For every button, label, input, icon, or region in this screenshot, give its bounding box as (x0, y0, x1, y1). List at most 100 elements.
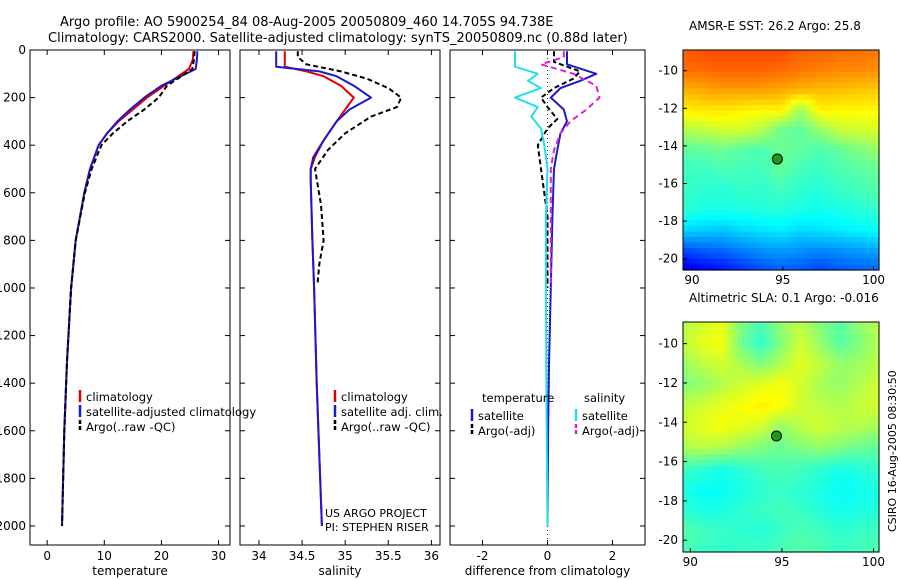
heatmap-cell (834, 385, 841, 392)
heatmap-cell (844, 385, 851, 392)
heatmap-cell (712, 327, 718, 335)
heatmap-cell (761, 523, 767, 530)
heatmap-cell (746, 488, 753, 496)
heatmap-cell (756, 88, 762, 95)
heatmap-cell (834, 77, 841, 84)
heatmap-cell (727, 171, 733, 178)
heatmap-cell (800, 99, 807, 106)
heatmap-cell (800, 350, 807, 358)
heatmap-cell (834, 88, 841, 95)
heatmap-cell (874, 231, 880, 238)
heatmap-cell (751, 350, 758, 358)
legend-title-temperature: temperature (482, 391, 554, 405)
heatmap-cell (844, 154, 851, 161)
heatmap-cell (712, 465, 718, 473)
heatmap-cell (820, 209, 826, 216)
heatmap-cell (820, 237, 826, 244)
heatmap-cell (692, 61, 699, 68)
heatmap-cell (874, 121, 880, 128)
heatmap-cell (854, 327, 860, 335)
heatmap-cell (766, 259, 772, 266)
heatmap-cell (683, 88, 689, 95)
heatmap-cell (756, 209, 762, 216)
heatmap-cell (692, 226, 699, 233)
heatmap-cell (844, 391, 851, 398)
heatmap-cell (702, 322, 709, 329)
heatmap-cell (800, 55, 807, 62)
heatmap-cell (785, 171, 792, 178)
heatmap-cell (785, 529, 792, 536)
heatmap-cell (722, 362, 728, 369)
heatmap-cell (859, 121, 865, 128)
heatmap-cell (702, 437, 709, 444)
heatmap-cell (864, 350, 870, 358)
heatmap-cell (805, 396, 811, 404)
heatmap-cell (722, 425, 728, 432)
heatmap-cell (741, 209, 748, 216)
heatmap-cell (736, 171, 743, 178)
heatmap-cell (810, 72, 816, 79)
heatmap-cell (756, 132, 762, 139)
heatmap-cell (746, 362, 753, 369)
heatmap-cell (746, 471, 753, 478)
heatmap-cell (834, 160, 841, 167)
heatmap-cell (839, 333, 846, 340)
heatmap-cell (785, 345, 792, 352)
heatmap-cell (864, 143, 870, 150)
heatmap-cell (790, 248, 797, 255)
heatmap-cell (717, 220, 723, 227)
heatmap-cell (717, 529, 723, 536)
heatmap-cell (825, 454, 831, 461)
heatmap-cell (761, 333, 767, 340)
heatmap-cell (869, 454, 875, 461)
heatmap-cell (776, 94, 782, 101)
heatmap-cell (834, 546, 841, 553)
heatmap-cell (834, 61, 841, 68)
heatmap-cell (727, 94, 733, 101)
heatmap-cell (751, 454, 758, 461)
heatmap-cell (790, 373, 797, 381)
heatmap-cell (810, 506, 816, 513)
heatmap-cell (800, 460, 807, 467)
heatmap-cell (849, 350, 856, 358)
heatmap-cell (776, 408, 782, 415)
heatmap-cell (805, 77, 811, 84)
heatmap-cell (702, 160, 709, 167)
heatmap-cell (692, 253, 699, 260)
heatmap-cell (800, 327, 807, 335)
heatmap-cell (751, 231, 758, 238)
heatmap-cell (844, 193, 851, 200)
heatmap-cell (844, 187, 851, 194)
heatmap-cell (722, 215, 728, 222)
heatmap-cell (805, 322, 811, 329)
heatmap-cell (815, 149, 821, 156)
heatmap-cell (761, 259, 767, 266)
heatmap-cell (805, 154, 811, 161)
heatmap-cell (839, 373, 846, 381)
heatmap-cell (874, 442, 880, 450)
heatmap-cell (869, 494, 875, 501)
heatmap-cell (707, 517, 713, 524)
heatmap-cell (874, 540, 880, 547)
heatmap-cell (692, 483, 699, 490)
heatmap-cell (761, 511, 767, 519)
heatmap-cell (834, 345, 841, 352)
heatmap-cell (771, 419, 777, 427)
heatmap-cell (849, 110, 856, 117)
heatmap-cell (864, 204, 870, 211)
heatmap-cell (839, 322, 846, 329)
heatmap-cell (781, 94, 787, 101)
heatmap-cell (830, 414, 836, 421)
y-tick-label: 400 (3, 138, 26, 152)
heatmap-cell (839, 149, 846, 156)
heatmap-cell (854, 534, 860, 542)
heatmap-cell (702, 494, 709, 501)
heatmap-cell (761, 419, 767, 427)
heatmap-cell (790, 362, 797, 369)
heatmap-cell (854, 442, 860, 450)
heatmap-cell (834, 333, 841, 340)
heatmap-cell (839, 471, 846, 478)
heatmap-cell (869, 110, 875, 117)
heatmap-cell (707, 127, 713, 134)
heatmap-cell (746, 204, 753, 211)
